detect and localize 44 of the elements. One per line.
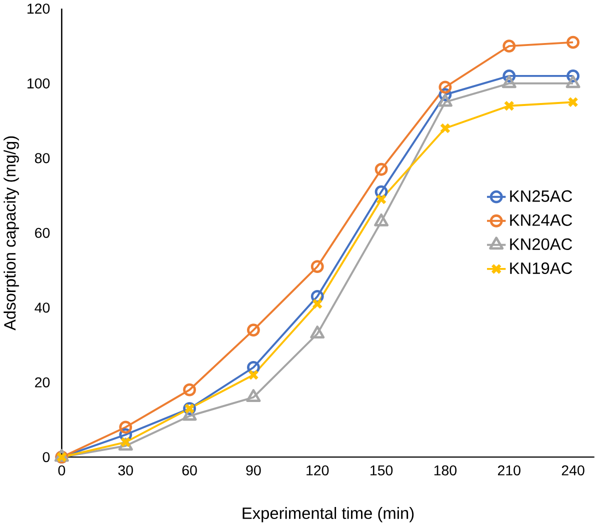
legend-label: KN20AC bbox=[510, 238, 572, 250]
point bbox=[310, 260, 324, 274]
point bbox=[312, 298, 323, 310]
point bbox=[440, 122, 451, 134]
point bbox=[568, 96, 578, 108]
point bbox=[376, 194, 387, 205]
x-tick-label: 150 bbox=[370, 465, 393, 476]
point bbox=[120, 436, 131, 448]
x-tick-label: 180 bbox=[434, 465, 457, 476]
point bbox=[438, 88, 452, 102]
y-tick-label: 100 bbox=[28, 78, 50, 88]
x-tick-label: 30 bbox=[118, 465, 133, 476]
x-tick-label: 120 bbox=[306, 465, 329, 476]
point bbox=[502, 40, 516, 53]
legend-label: KN24AC bbox=[510, 214, 572, 226]
y-axis-title: Adsorption capacity (mg/g) bbox=[4, 136, 19, 330]
point bbox=[246, 324, 260, 337]
legend-label: KN25AC bbox=[510, 190, 572, 202]
y-tick-label: 80 bbox=[34, 153, 50, 164]
y-tick-label: 40 bbox=[34, 302, 50, 313]
x-tick-label: 210 bbox=[498, 465, 520, 476]
point bbox=[566, 36, 580, 49]
x-axis-title: Experimental time (min) bbox=[242, 507, 414, 522]
point bbox=[438, 80, 452, 94]
point bbox=[183, 383, 196, 396]
x-tick-label: 60 bbox=[182, 465, 197, 476]
y-tick-label: 60 bbox=[35, 228, 50, 238]
point bbox=[504, 100, 514, 112]
y-tick-label: 0 bbox=[42, 452, 50, 462]
x-tick-label: 90 bbox=[246, 465, 261, 476]
point bbox=[566, 70, 580, 82]
legend-label: KN19AC bbox=[510, 262, 572, 274]
y-tick-label: 20 bbox=[35, 377, 50, 388]
x-tick-label: 0 bbox=[58, 465, 66, 476]
point bbox=[502, 70, 516, 82]
y-tick-label: 120 bbox=[28, 4, 50, 14]
point bbox=[248, 370, 259, 380]
point bbox=[374, 185, 388, 198]
point bbox=[374, 162, 388, 176]
point bbox=[246, 361, 260, 374]
point bbox=[310, 290, 324, 303]
point bbox=[119, 428, 132, 442]
point bbox=[119, 420, 132, 434]
x-tick-label: 240 bbox=[562, 465, 584, 476]
